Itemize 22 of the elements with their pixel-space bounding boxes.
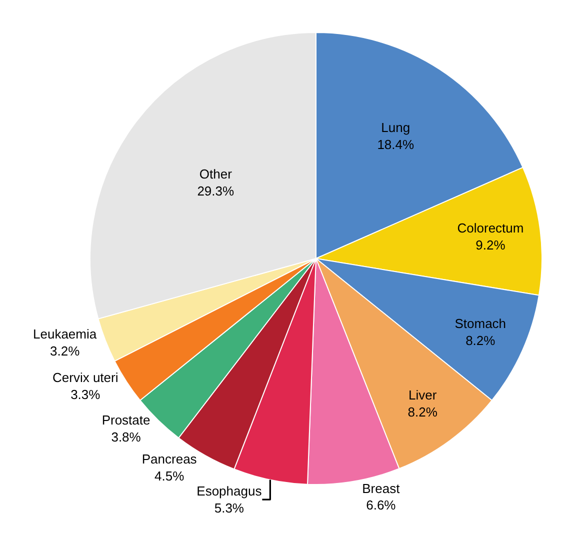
data-label: 4.5%: [154, 468, 185, 484]
data-label: 3.8%: [111, 429, 142, 444]
slice-label: Stomach: [454, 316, 506, 332]
data-label: 8.2%: [408, 404, 438, 420]
data-label: 29.3%: [197, 183, 234, 198]
data-label: 3.2%: [50, 343, 80, 358]
slice-label: Cervix uteri: [52, 370, 118, 386]
slice-label: Pancreas: [142, 452, 198, 467]
slice-label: Liver: [408, 388, 438, 403]
data-label: 18.4%: [377, 137, 415, 152]
slice-label: Leukaemia: [33, 326, 98, 342]
data-label: 8.2%: [466, 333, 496, 348]
data-label: 9.2%: [476, 237, 506, 252]
slice-label: Breast: [362, 480, 400, 496]
slice-label: Colorectum: [457, 220, 524, 236]
slice-label: Esophagus: [196, 484, 262, 499]
slice-label: Prostate: [102, 412, 150, 428]
data-label: 5.3%: [214, 500, 244, 516]
data-label: 3.3%: [70, 387, 101, 402]
data-label: 6.6%: [366, 498, 396, 513]
slice-label: Lung: [381, 120, 410, 136]
slice-label: Other: [199, 166, 233, 182]
